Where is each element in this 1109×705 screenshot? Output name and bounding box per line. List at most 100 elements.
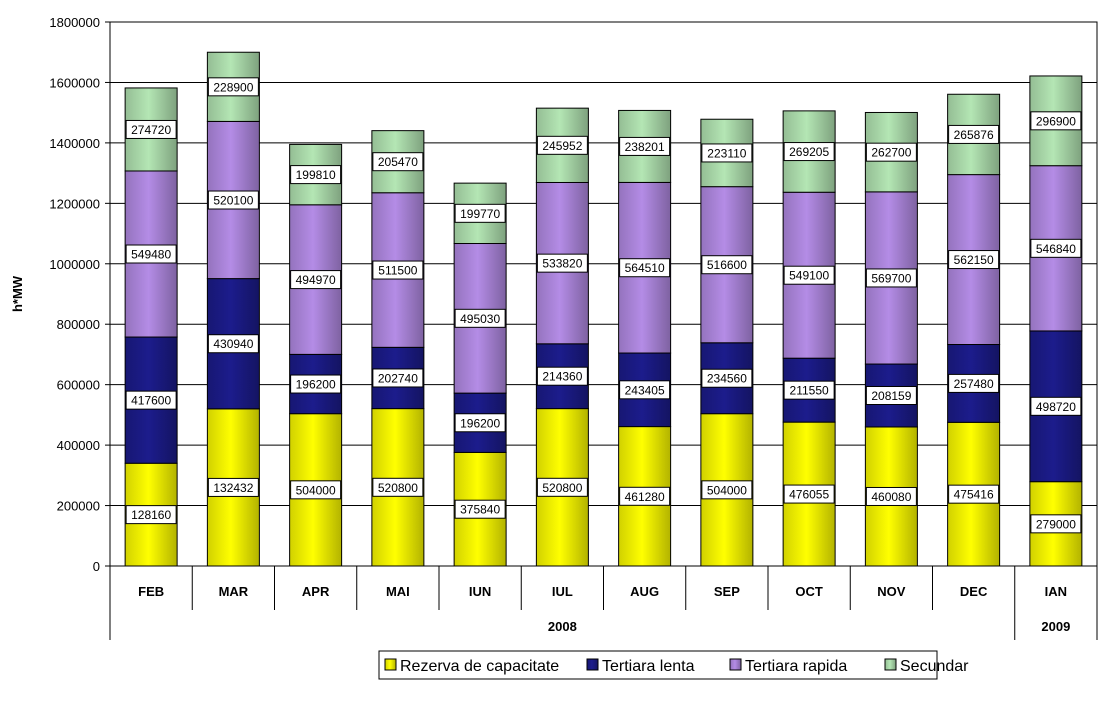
legend-swatch — [384, 658, 397, 671]
y-tick-label: 0 — [93, 559, 100, 574]
data-label-box — [619, 380, 671, 400]
data-label-box — [207, 477, 259, 497]
data-label-box — [290, 165, 342, 185]
data-label: 475416 — [954, 488, 994, 502]
data-label-box — [207, 334, 259, 354]
data-label: 460080 — [871, 490, 911, 504]
y-tick-label: 600000 — [57, 378, 100, 393]
data-label: 196200 — [296, 378, 336, 392]
data-label-box — [536, 477, 588, 497]
data-label-box — [125, 505, 177, 525]
data-label: 228900 — [213, 80, 253, 94]
data-label-box — [125, 119, 177, 139]
data-label: 234560 — [707, 372, 747, 386]
x-tick-label: OCT — [795, 584, 823, 599]
data-label: 245952 — [542, 139, 582, 153]
data-label: 214360 — [542, 370, 582, 384]
data-label: 265876 — [954, 128, 994, 142]
data-label: 533820 — [542, 257, 582, 271]
data-label-box — [207, 77, 259, 97]
y-tick-label: 200000 — [57, 499, 100, 514]
data-label: 504000 — [296, 483, 336, 497]
data-label: 417600 — [131, 394, 171, 408]
data-label: 199770 — [460, 207, 500, 221]
data-label-box — [125, 390, 177, 410]
data-label-box — [948, 124, 1000, 144]
y-tick-label: 1400000 — [49, 136, 100, 151]
data-label-box — [454, 203, 506, 223]
x-tick-label: SEP — [714, 584, 740, 599]
data-label-box — [701, 368, 753, 388]
data-label: 516600 — [707, 258, 747, 272]
data-label: 132432 — [213, 481, 253, 495]
data-label-box — [1030, 396, 1082, 416]
data-label: 549480 — [131, 248, 171, 262]
data-label: 504000 — [707, 483, 747, 497]
data-label-box — [1030, 238, 1082, 258]
data-label-box — [454, 308, 506, 328]
legend-swatch — [586, 658, 599, 671]
data-label: 205470 — [378, 155, 418, 169]
data-label: 202740 — [378, 371, 418, 385]
data-label-box — [619, 258, 671, 278]
data-label: 520800 — [378, 481, 418, 495]
data-label-box — [865, 142, 917, 162]
data-label: 274720 — [131, 123, 171, 137]
data-label: 520100 — [213, 194, 253, 208]
data-label-box — [701, 143, 753, 163]
data-label: 257480 — [954, 377, 994, 391]
data-label-box — [948, 250, 1000, 270]
data-label: 199810 — [296, 168, 336, 182]
x-tick-label: IAN — [1045, 584, 1067, 599]
data-label-box — [536, 253, 588, 273]
x-tick-label: IUN — [469, 584, 491, 599]
data-label: 128160 — [131, 508, 171, 522]
y-tick-label: 1200000 — [49, 196, 100, 211]
data-label-box — [454, 499, 506, 519]
data-label-box — [701, 480, 753, 500]
data-label: 549100 — [789, 269, 829, 283]
data-label-box — [207, 190, 259, 210]
data-label-box — [454, 413, 506, 433]
bars-layer — [124, 51, 1083, 567]
data-label-box — [1030, 111, 1082, 131]
data-label-box — [372, 477, 424, 497]
data-label: 430940 — [213, 337, 253, 351]
data-label: 511500 — [378, 264, 417, 278]
y-axis-label: h*MW — [10, 275, 25, 312]
data-label-box — [536, 366, 588, 386]
y-tick-label: 400000 — [57, 438, 100, 453]
data-label: 495030 — [460, 312, 500, 326]
data-label-box — [783, 380, 835, 400]
data-label: 546840 — [1036, 242, 1076, 256]
data-label: 520800 — [542, 481, 582, 495]
data-label: 461280 — [625, 490, 665, 504]
legend: Rezerva de capacitate Tertiara lenta Terti… — [378, 650, 969, 680]
data-label-box — [619, 136, 671, 156]
data-label: 262700 — [871, 146, 911, 160]
data-label: 238201 — [625, 140, 665, 154]
data-labels-layer: 128160 417600 549480 274720 132432 430940 5201… — [125, 77, 1082, 534]
legend-label: Tertiara lenta — [602, 658, 695, 675]
data-label-box — [948, 484, 1000, 504]
data-label: 375840 — [460, 503, 500, 517]
x-tick-label: APR — [302, 584, 330, 599]
data-label: 296900 — [1036, 114, 1076, 128]
data-label: 562150 — [954, 253, 994, 267]
data-label-box — [290, 270, 342, 290]
data-label: 211550 — [790, 384, 829, 398]
y-tick-label: 800000 — [57, 317, 100, 332]
y-tick-label: 1600000 — [49, 75, 100, 90]
data-label: 196200 — [460, 416, 500, 430]
data-label-box — [783, 484, 835, 504]
data-label-box — [948, 373, 1000, 393]
data-label-box — [536, 135, 588, 155]
data-label-box — [865, 268, 917, 288]
x-tick-label: AUG — [630, 584, 659, 599]
x-tick-label: IUL — [552, 584, 573, 599]
x-tick-label: MAR — [219, 584, 249, 599]
x-tick-label: FEB — [138, 584, 164, 599]
y-tick-label: 1000000 — [49, 257, 100, 272]
legend-swatch — [884, 658, 897, 671]
